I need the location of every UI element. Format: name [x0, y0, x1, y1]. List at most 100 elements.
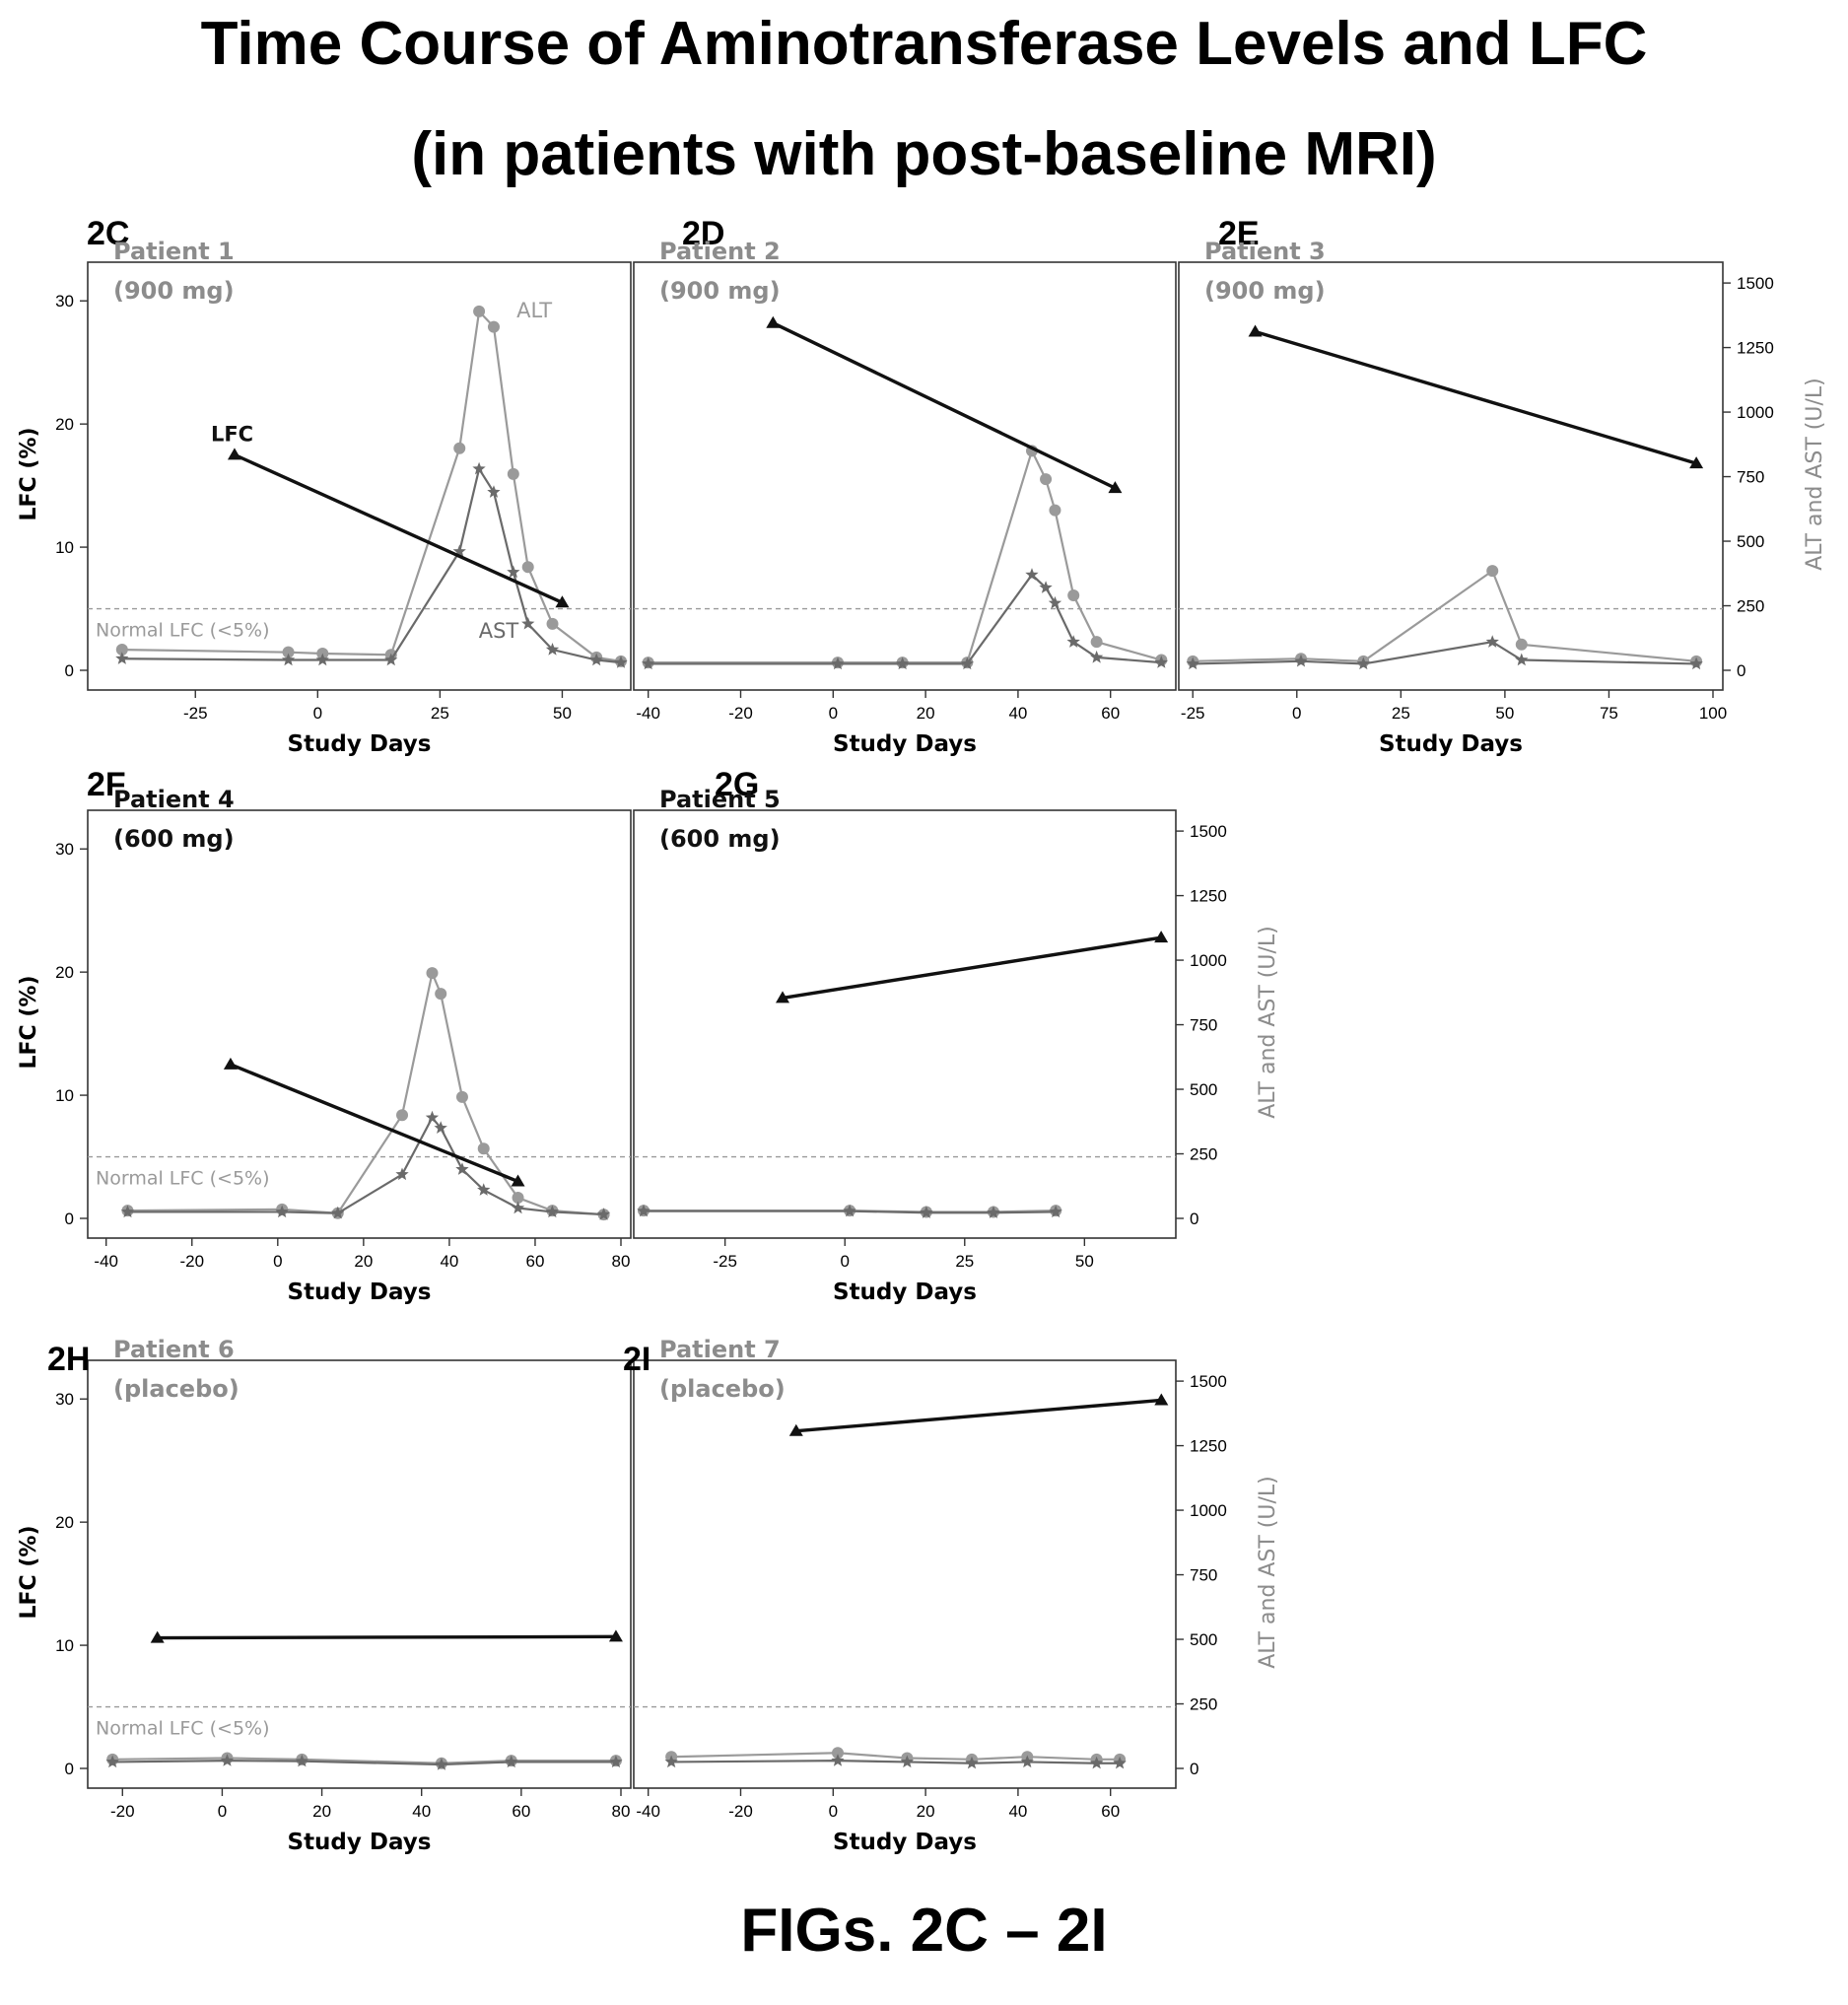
x-tick-label: 40	[440, 1252, 458, 1271]
y-tick-label-right: 1250	[1737, 339, 1774, 358]
y-axis-label-right: ALT and AST (U/L)	[1803, 378, 1827, 570]
figure-caption: FIGs. 2C – 2I	[740, 1897, 1108, 1965]
lfc-point	[1108, 481, 1123, 494]
lfc-line	[772, 321, 1117, 490]
ast-point	[455, 1162, 469, 1175]
ast-point	[1154, 656, 1168, 668]
ast-point	[1485, 635, 1499, 648]
x-tick-label: 20	[917, 1802, 935, 1821]
y-tick-label-right: 500	[1737, 532, 1764, 551]
y-tick-label-right: 250	[1190, 1695, 1217, 1714]
alt-point	[1067, 589, 1080, 602]
figure-title-line-1: Time Course of Aminotransferase Levels a…	[200, 10, 1648, 78]
ast-point	[1025, 568, 1039, 581]
ast-point	[843, 1204, 856, 1217]
x-tick-label: 100	[1699, 704, 1727, 723]
x-tick-label: -25	[183, 704, 208, 723]
y-tick-label-right: 0	[1190, 1210, 1198, 1228]
y-tick-label-right: 1500	[1737, 274, 1774, 293]
ast-point	[281, 653, 296, 666]
x-tick-label: 40	[412, 1802, 431, 1821]
patient-label: Patient 2	[659, 238, 781, 265]
lfc-point	[227, 448, 241, 460]
ast-point	[1356, 657, 1370, 670]
x-tick-label: 50	[1075, 1252, 1094, 1271]
lfc-point	[555, 595, 570, 608]
x-tick-label: 25	[431, 704, 449, 723]
ast-point	[105, 1755, 119, 1768]
x-axis-label: Study Days	[288, 1830, 432, 1855]
patient-label: Patient 7	[659, 1336, 781, 1363]
y-tick-label-right: 1500	[1190, 1372, 1227, 1391]
dose-label: (900 mg)	[659, 277, 781, 305]
x-tick-label: -20	[728, 704, 753, 723]
ast-point	[275, 1205, 289, 1218]
normal-lfc-label: Normal LFC (<5%)	[96, 620, 270, 642]
ast-point	[545, 643, 560, 656]
alt-point	[1040, 473, 1053, 486]
y-axis-label-right: ALT and AST (U/L)	[1256, 926, 1280, 1118]
normal-lfc-label: Normal LFC (<5%)	[96, 1168, 270, 1190]
x-tick-label: 20	[354, 1252, 373, 1271]
alt-point	[546, 617, 559, 630]
alt-point	[831, 1747, 844, 1760]
lfc-point	[511, 1174, 525, 1187]
plot-frame	[633, 809, 1177, 1239]
ast-point	[1049, 1205, 1062, 1218]
alt-point	[435, 988, 447, 1001]
dose-label: (placebo)	[659, 1375, 786, 1403]
ast-point	[614, 656, 628, 668]
alt-point	[426, 967, 439, 980]
dose-label: (600 mg)	[659, 825, 781, 853]
y-tick-label-right: 0	[1737, 661, 1745, 680]
figure-label: 2C	[87, 215, 129, 252]
y-tick-label-left: 30	[55, 292, 74, 311]
ast-point	[589, 653, 603, 666]
ast-point	[831, 657, 845, 670]
normal-lfc-label: Normal LFC (<5%)	[96, 1718, 270, 1740]
ast-point	[1020, 1755, 1034, 1768]
y-tick-label-right: 750	[1190, 1566, 1217, 1585]
lfc-line	[795, 1398, 1162, 1433]
x-tick-label: 40	[1008, 1802, 1027, 1821]
ast-point	[1515, 653, 1529, 666]
alt-point	[282, 646, 295, 658]
lfc-line	[234, 452, 564, 604]
x-tick-label: -20	[179, 1252, 204, 1271]
ast-series-label: AST	[479, 619, 519, 643]
panel-2i: 2I Patient 7 (placebo) -40 -20 0 20 40 60 Study D…	[623, 1336, 1280, 1855]
y-tick-label-left: 0	[65, 1760, 74, 1778]
ast-point	[1039, 581, 1053, 593]
alt-point	[507, 467, 519, 480]
x-tick-label: 0	[829, 704, 838, 723]
ast-point	[505, 1755, 518, 1768]
y-tick-label-right: 750	[1737, 468, 1764, 487]
lfc-line	[157, 1634, 616, 1640]
y-tick-label-right: 250	[1737, 597, 1764, 616]
patient-label: Patient 3	[1204, 238, 1326, 265]
patient-label: Patient 6	[113, 1336, 235, 1363]
y-tick-label-right: 500	[1190, 1080, 1217, 1099]
plot-frame	[633, 261, 1177, 691]
ast-point	[487, 485, 501, 498]
ast-point	[900, 1755, 914, 1768]
y-tick-label-left: 0	[65, 1210, 74, 1228]
lfc-point	[223, 1057, 238, 1070]
figure-label: 2D	[682, 215, 724, 252]
x-tick-label: 60	[512, 1802, 530, 1821]
x-tick-label: 25	[1392, 704, 1410, 723]
x-tick-label: 50	[553, 704, 572, 723]
lfc-point	[1248, 324, 1263, 337]
alt-series-label: ALT	[516, 299, 552, 322]
ast-point	[1090, 650, 1104, 663]
patient-label: Patient 1	[113, 238, 235, 265]
alt-point	[396, 1109, 409, 1122]
figure-label: 2G	[715, 766, 759, 803]
y-tick-label-right: 250	[1190, 1145, 1217, 1164]
plot-frame	[1178, 261, 1724, 691]
y-tick-label-right: 1000	[1190, 951, 1227, 970]
x-tick-label: 0	[1292, 704, 1301, 723]
alt-point	[477, 1142, 490, 1155]
x-axis-label: Study Days	[833, 1830, 977, 1855]
alt-point	[473, 305, 486, 317]
